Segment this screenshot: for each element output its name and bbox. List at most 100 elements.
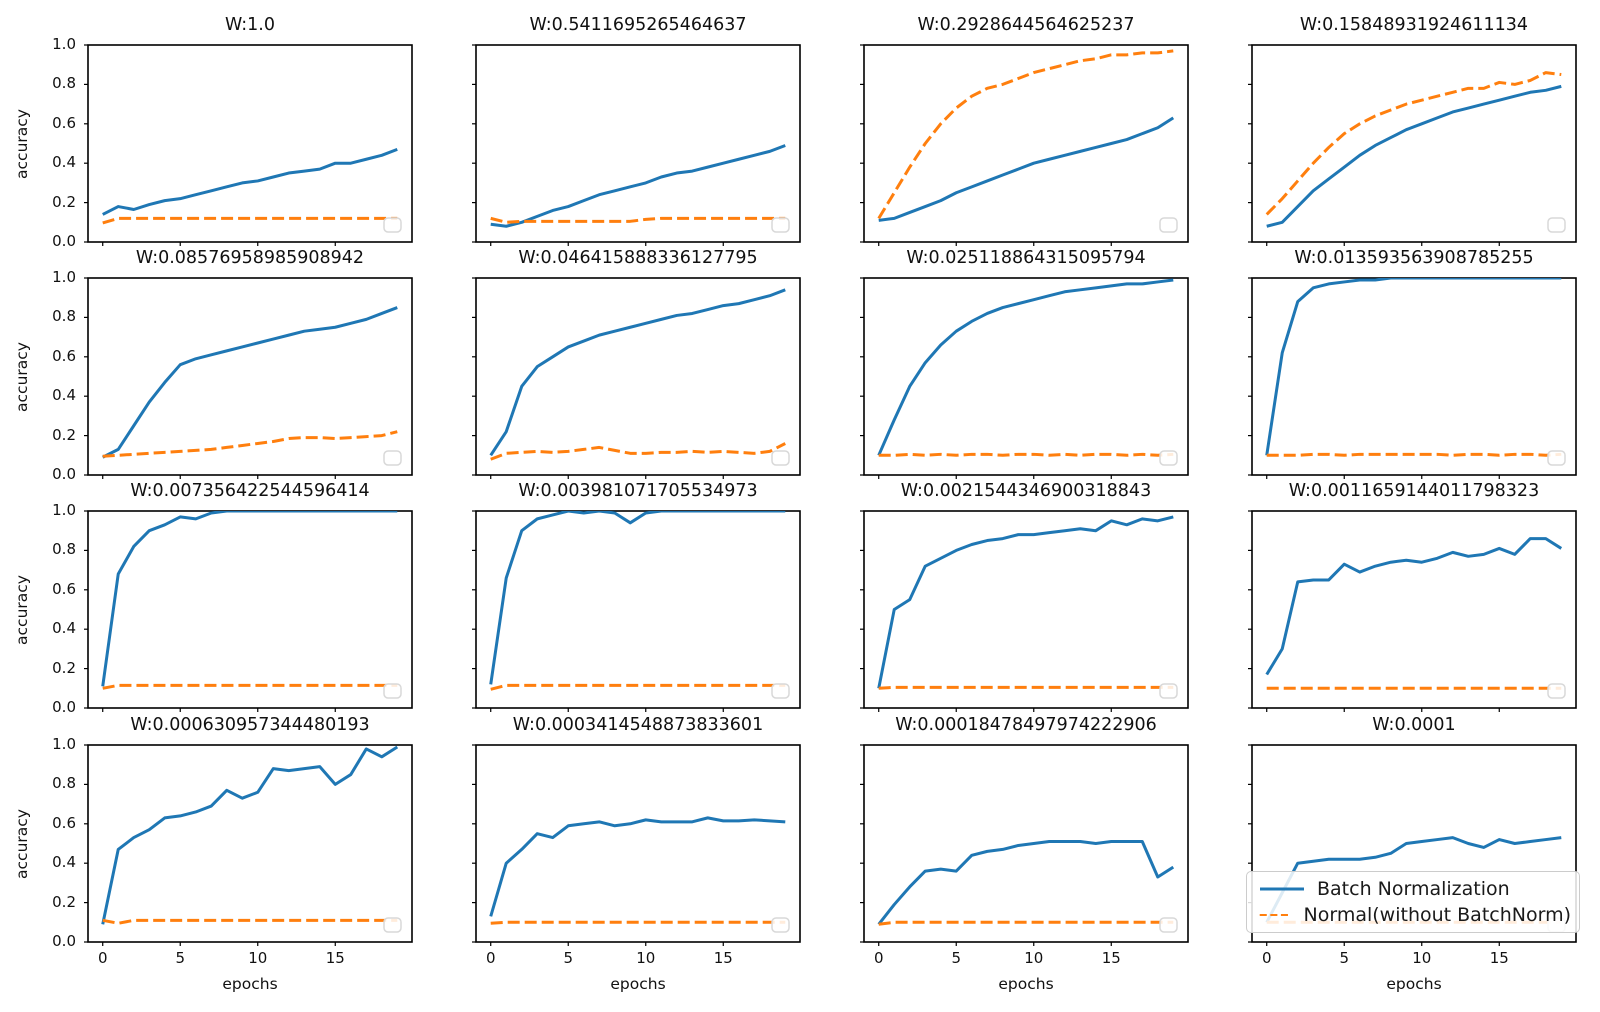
batchnorm-line (877, 515, 1174, 689)
batchnorm-line (1265, 537, 1563, 676)
normal-line (490, 920, 786, 925)
y-tick-label: 0.2 (52, 425, 76, 444)
normal-line (1265, 71, 1562, 216)
y-tick-label: 0.0 (52, 465, 76, 483)
x-tick-label: 5 (1339, 949, 1349, 967)
x-axis-label: epochs (1386, 975, 1442, 993)
y-tick-label: 0.6 (52, 813, 76, 832)
subplot-axes (472, 44, 801, 246)
subplot-axes (84, 277, 413, 479)
subplot-title: W:0.00018478497974222906 (895, 715, 1157, 735)
subplot-axes (1248, 510, 1577, 712)
y-tick-label: 0.2 (52, 192, 76, 211)
subplot-title: W:0.0001 (1372, 715, 1456, 735)
plot-border (1251, 744, 1577, 943)
normal-line (1266, 452, 1562, 457)
x-axis-label: epochs (998, 975, 1054, 993)
batchnorm-line (489, 288, 786, 457)
x-tick-label: 5 (563, 949, 573, 967)
x-tick-label: 10 (636, 949, 656, 967)
empty-legend-box (383, 917, 402, 933)
y-tick-label: 0.4 (52, 619, 76, 638)
plot-border (1251, 510, 1577, 709)
x-tick-label: 10 (1412, 949, 1432, 967)
batchnorm-line (101, 511, 398, 687)
batchnorm-line (489, 816, 786, 917)
subplot-title: W:0.0021544346900318843 (900, 481, 1152, 501)
empty-legend-box (771, 217, 790, 233)
x-tick-label: 15 (713, 949, 733, 967)
y-tick-label: 0.6 (52, 346, 76, 365)
subplot-title: W:0.0011659144011798323 (1288, 481, 1540, 501)
y-tick-label: 0.6 (52, 113, 76, 132)
subplot-title: W:0.15848931924611134 (1299, 15, 1529, 35)
x-axis-label: epochs (222, 975, 278, 993)
x-tick-label: 15 (1489, 949, 1509, 967)
normal-line (878, 452, 1174, 457)
y-tick-label: 0.8 (52, 540, 76, 559)
legend-entry-normal: Normal(without BatchNorm) (1259, 904, 1571, 926)
y-tick-label: 0.4 (52, 153, 76, 172)
y-tick-label: 0.8 (52, 74, 76, 93)
x-tick-label: 10 (1024, 949, 1044, 967)
empty-legend-box (1159, 217, 1178, 233)
plot-border (475, 744, 801, 943)
batchnorm-line (102, 148, 398, 216)
x-tick-label: 0 (485, 949, 496, 967)
subplot-axes (860, 510, 1189, 712)
plot-border (863, 44, 1189, 243)
legend-label-normal: Normal(without BatchNorm) (1303, 904, 1571, 926)
x-tick-label: 5 (951, 949, 961, 967)
subplot-title: W:0.003981071705534973 (518, 481, 758, 501)
subplot-title: W:0.000630957344480193 (130, 715, 370, 735)
subplot-title: W:0.5411695265464637 (529, 15, 747, 35)
solid-line-icon (1260, 887, 1304, 891)
y-tick-label: 1.0 (52, 268, 76, 286)
subplot-axes (860, 277, 1189, 479)
subplot-title: W:0.013593563908785255 (1294, 248, 1534, 268)
batchnorm-line (102, 306, 398, 459)
empty-legend-box (771, 450, 790, 466)
empty-legend-box (383, 683, 402, 699)
y-axis-label: accuracy (13, 341, 31, 412)
subplot-title: W:0.0003414548873833601 (512, 715, 764, 735)
y-tick-label: 0.2 (52, 892, 76, 911)
plot-border (863, 510, 1189, 709)
subplot-axes (1248, 44, 1577, 246)
x-tick-label: 10 (248, 949, 268, 967)
batchnorm-line (1265, 836, 1562, 923)
y-tick-label: 0.6 (52, 579, 76, 598)
normal-line (102, 216, 398, 225)
y-tick-label: 1.0 (52, 735, 76, 753)
y-tick-label: 0.4 (52, 386, 76, 405)
subplot-axes (472, 744, 801, 946)
plot-border (87, 44, 413, 243)
subplot-title: W:0.025118864315095794 (906, 248, 1146, 268)
empty-legend-box (1159, 683, 1178, 699)
empty-legend-box (1159, 917, 1178, 933)
plot-border (1251, 44, 1577, 243)
y-tick-label: 0.8 (52, 307, 76, 326)
y-tick-label: 1.0 (52, 501, 76, 519)
empty-legend-box (1547, 450, 1566, 466)
plot-border (475, 44, 801, 243)
subplot-axes (84, 510, 413, 712)
y-axis-label: accuracy (13, 108, 31, 179)
plot-border (863, 277, 1189, 476)
subplot-title: W:0.2928644564625237 (917, 15, 1135, 35)
subplot-axes (472, 277, 801, 479)
y-tick-label: 0.2 (52, 658, 76, 677)
subplot-axes (860, 44, 1189, 246)
subplot-title: W:0.08576958985908942 (135, 248, 365, 268)
legend: Batch Normalization Normal(without Batch… (1246, 871, 1580, 933)
x-tick-label: 15 (1101, 949, 1121, 967)
legend-label-batchnorm: Batch Normalization (1317, 878, 1510, 900)
x-tick-label: 0 (1261, 949, 1272, 967)
normal-line (878, 685, 1174, 690)
subplot-title: W:1.0 (224, 15, 275, 35)
normal-line (877, 49, 1174, 220)
normal-line (490, 442, 786, 461)
plot-border (863, 744, 1189, 943)
subplot-axes (84, 44, 413, 246)
plot-border (87, 744, 413, 943)
